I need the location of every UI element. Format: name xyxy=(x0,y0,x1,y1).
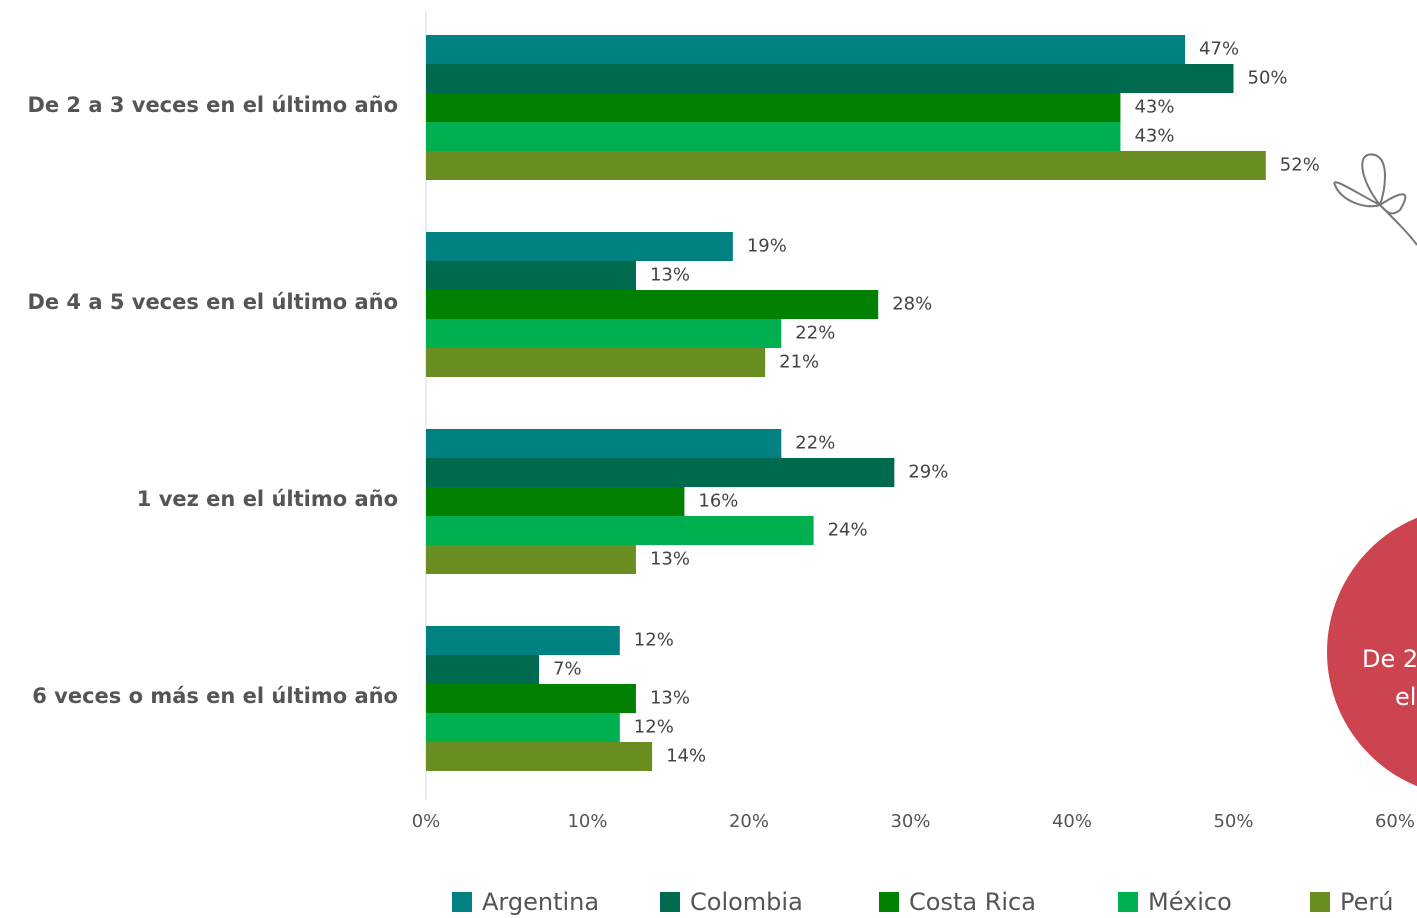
bar xyxy=(426,545,636,574)
decor-circle xyxy=(1327,517,1417,787)
category-label: De 4 a 5 veces en el último año xyxy=(27,290,398,314)
bar xyxy=(426,122,1121,151)
value-label: 52% xyxy=(1280,155,1320,176)
legend-swatch xyxy=(1310,892,1330,912)
bar xyxy=(426,35,1186,64)
x-tick-label: 60% xyxy=(1375,811,1415,832)
bar xyxy=(426,290,879,319)
value-label: 19% xyxy=(747,236,787,257)
value-label: 7% xyxy=(553,659,582,680)
decor-bow xyxy=(1333,153,1417,246)
x-tick-label: 30% xyxy=(890,811,930,832)
value-label: 24% xyxy=(828,520,868,541)
x-tick-label: 0% xyxy=(412,811,441,832)
value-label: 12% xyxy=(634,717,674,738)
category-label: De 2 a 3 veces en el último año xyxy=(27,93,398,117)
value-label: 47% xyxy=(1199,39,1239,60)
bar xyxy=(426,151,1266,180)
bar xyxy=(426,713,620,742)
value-label: 13% xyxy=(650,688,690,709)
legend-swatch xyxy=(1118,892,1138,912)
legend-swatch xyxy=(452,892,472,912)
bar xyxy=(426,93,1121,122)
x-tick-label: 40% xyxy=(1052,811,1092,832)
bar xyxy=(426,319,782,348)
bar xyxy=(426,429,782,458)
bar xyxy=(426,516,814,545)
legend-label: Perú xyxy=(1340,888,1393,916)
bar xyxy=(426,64,1234,93)
value-label: 22% xyxy=(795,323,835,344)
legend-swatch xyxy=(879,892,899,912)
legend-label: Colombia xyxy=(690,888,803,916)
category-label: 1 vez en el último año xyxy=(137,487,398,511)
value-label: 22% xyxy=(795,433,835,454)
annotation: el xyxy=(1395,683,1416,711)
value-label: 43% xyxy=(1134,126,1174,147)
value-label: 13% xyxy=(650,265,690,286)
bar xyxy=(426,626,620,655)
legend-label: México xyxy=(1148,888,1232,916)
bar xyxy=(426,458,895,487)
value-label: 12% xyxy=(634,630,674,651)
value-label: 13% xyxy=(650,549,690,570)
legend-swatch xyxy=(660,892,680,912)
x-tick-label: 20% xyxy=(729,811,769,832)
bar xyxy=(426,348,766,377)
bar xyxy=(426,655,540,684)
bar xyxy=(426,232,733,261)
value-label: 16% xyxy=(698,491,738,512)
bar xyxy=(426,742,653,771)
annotation: De 2 xyxy=(1362,645,1417,673)
value-label: 50% xyxy=(1248,68,1288,89)
value-label: 43% xyxy=(1134,97,1174,118)
bar xyxy=(426,487,685,516)
value-label: 14% xyxy=(666,746,706,767)
value-label: 28% xyxy=(892,294,932,315)
legend-label: Argentina xyxy=(482,888,599,916)
x-tick-label: 50% xyxy=(1213,811,1253,832)
legend-label: Costa Rica xyxy=(909,888,1036,916)
bar xyxy=(426,684,636,713)
bar xyxy=(426,261,636,290)
x-tick-label: 10% xyxy=(567,811,607,832)
category-label: 6 veces o más en el último año xyxy=(32,684,398,708)
value-label: 21% xyxy=(779,352,819,373)
value-label: 29% xyxy=(908,462,948,483)
